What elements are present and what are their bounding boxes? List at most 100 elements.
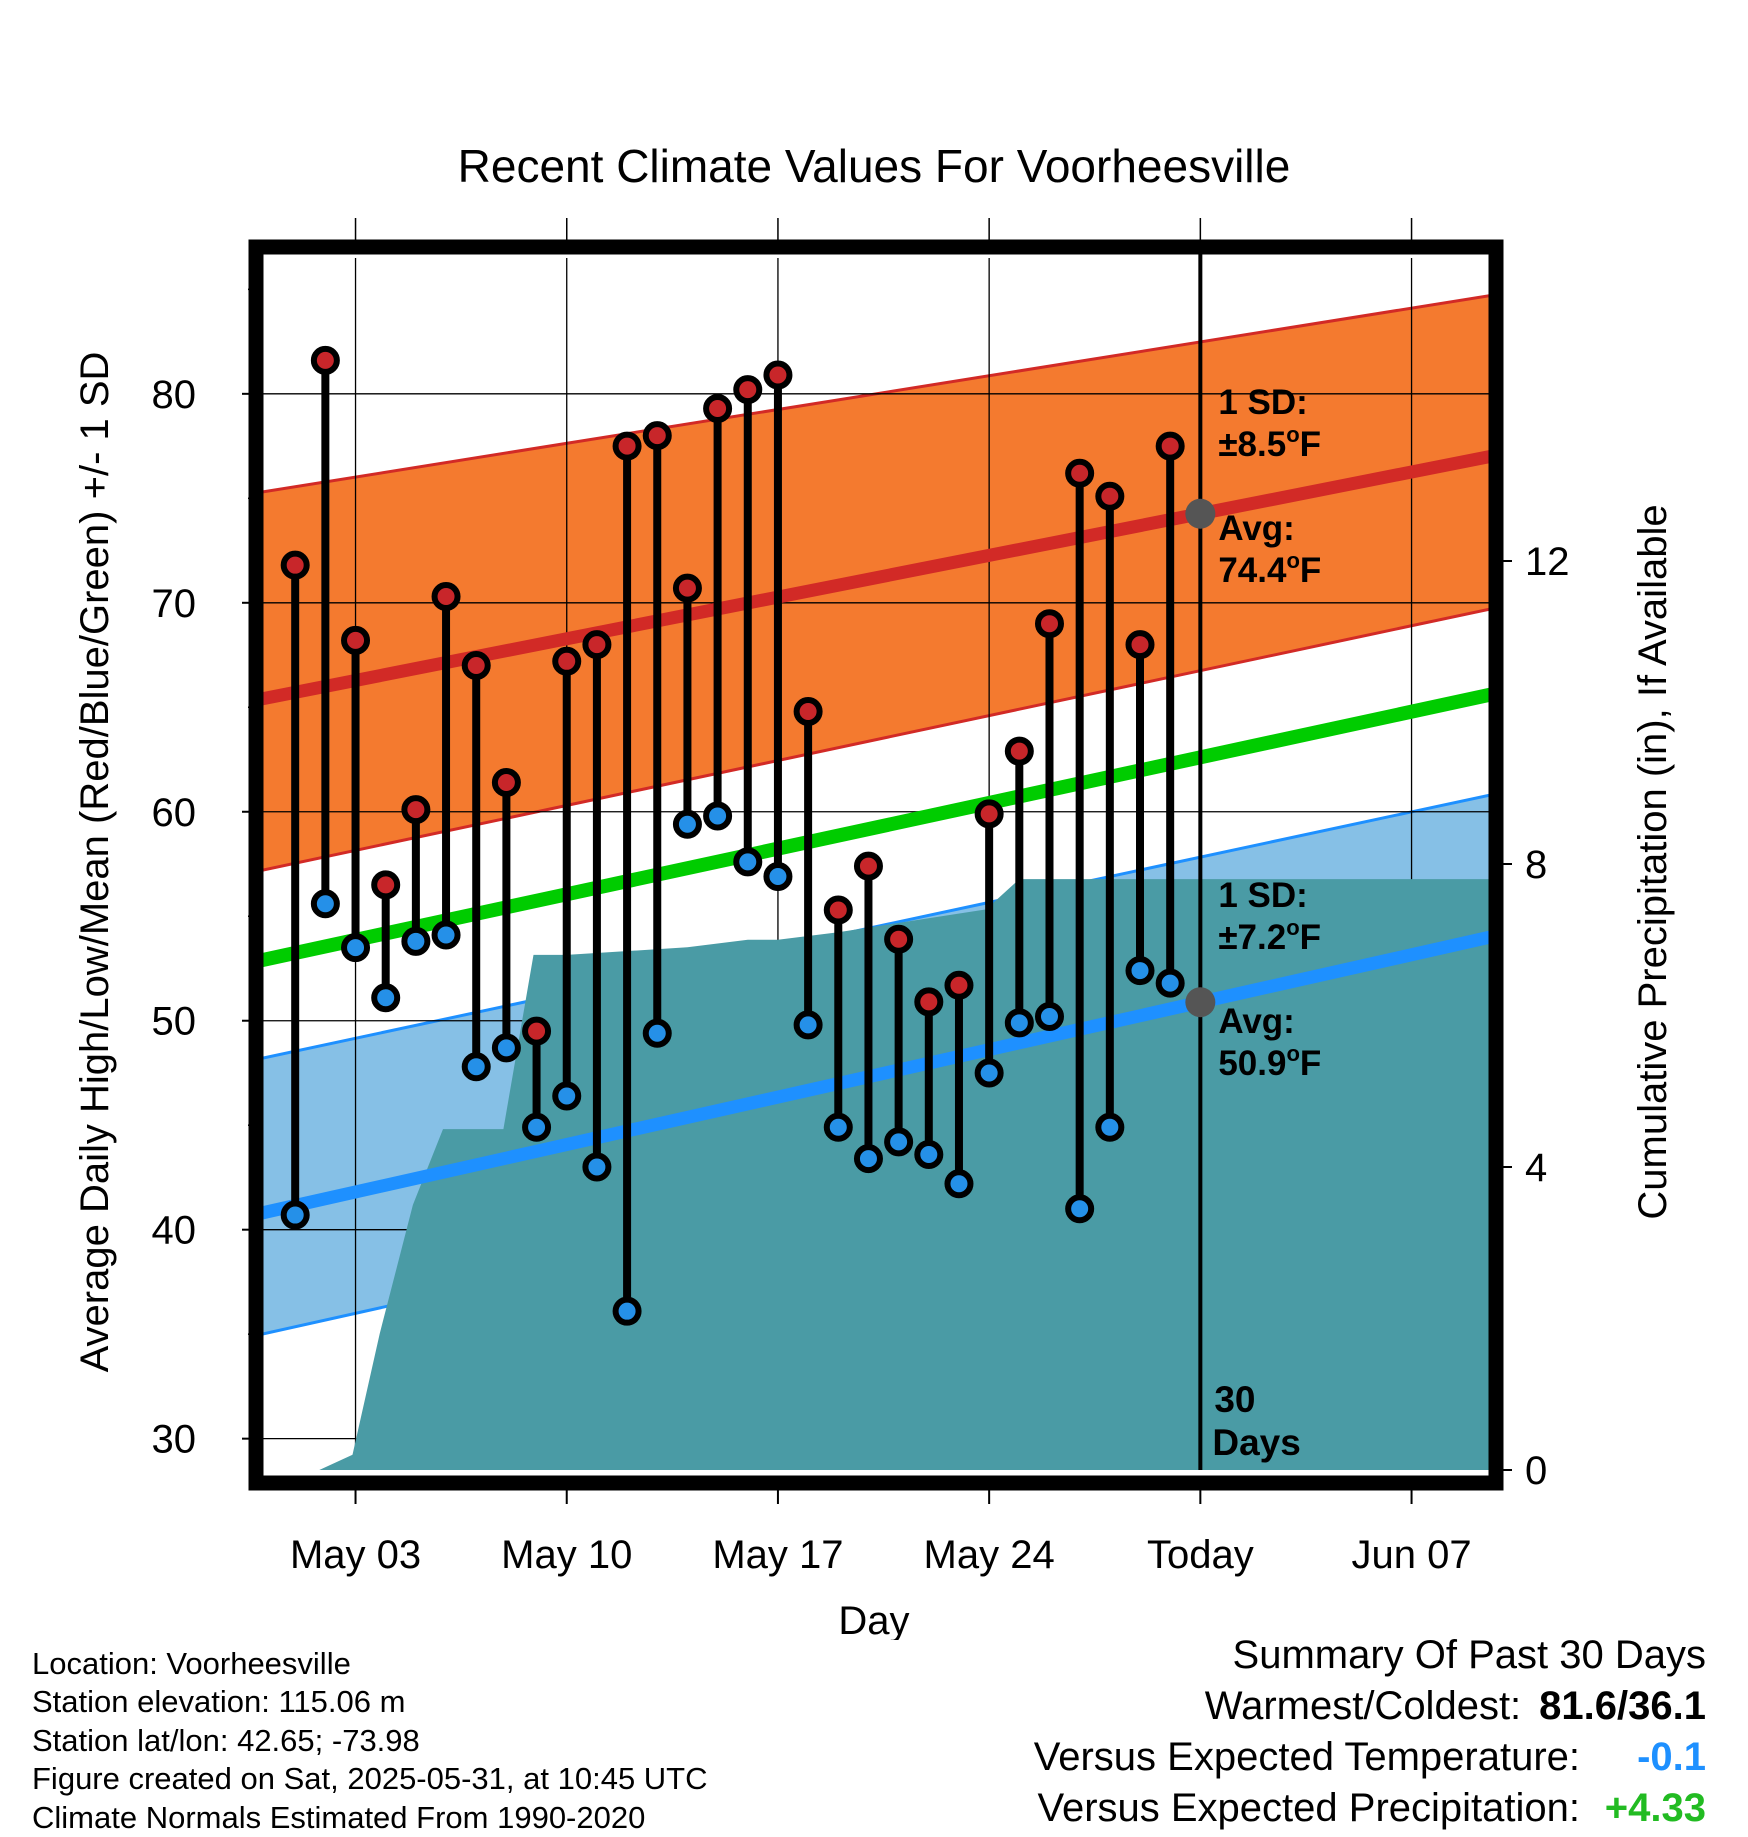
y-tick-label: 50 xyxy=(152,1000,197,1044)
axes: 30 40 50 60 70 80 0 4 8 12 May 03 May 10 May 17 May 2… xyxy=(152,218,1570,1577)
obs-high-point xyxy=(853,851,883,881)
obs-high-point xyxy=(401,795,431,825)
normal-low-line xyxy=(262,930,1490,1220)
temp-value: -0.1 xyxy=(1637,1735,1706,1779)
obs-low-point xyxy=(1004,1008,1034,1038)
y2-axis-label: Cumulative Precipitation (in), If Availa… xyxy=(1631,504,1675,1219)
summary-precip-row: Versus Expected Precipitation: +4.33 xyxy=(1034,1783,1706,1834)
obs-low-point xyxy=(853,1144,883,1174)
y2-tick-label: 8 xyxy=(1525,843,1547,887)
obs-high-point xyxy=(944,970,974,1000)
obs-low-point xyxy=(642,1018,672,1048)
obs-high-point xyxy=(763,360,793,390)
obs-high-point xyxy=(341,625,371,655)
obs-low-point xyxy=(1065,1194,1095,1224)
x-tick-label: May 10 xyxy=(501,1533,632,1577)
obs-high-point xyxy=(1095,481,1125,511)
temp-label: Versus Expected Temperature: xyxy=(1033,1735,1580,1779)
climate-chart: Recent Climate Values For Voorheesville … xyxy=(73,140,1675,1640)
obs-low-point xyxy=(1095,1112,1125,1142)
obs-low-point xyxy=(280,1200,310,1230)
obs-low-point xyxy=(1125,956,1155,986)
obs-high-point xyxy=(884,924,914,954)
high-avg-annotation-value: 74.4oF xyxy=(1218,548,1321,590)
obs-high-point xyxy=(672,573,702,603)
summary-warmest-row: Warmest/Coldest: 81.6/36.1 xyxy=(1034,1681,1706,1732)
observations xyxy=(280,345,1185,1326)
y-tick-label: 40 xyxy=(152,1209,197,1253)
obs-low-point xyxy=(491,1033,521,1063)
x-axis-label: Day xyxy=(838,1599,909,1640)
y2-tick-label: 4 xyxy=(1525,1146,1547,1190)
obs-low-point xyxy=(552,1081,582,1111)
obs-low-point xyxy=(733,847,763,877)
obs-low-point xyxy=(884,1127,914,1157)
obs-high-point xyxy=(793,696,823,726)
today-days-label: Days xyxy=(1212,1422,1300,1463)
obs-high-point xyxy=(642,421,672,451)
x-tick-label: May 17 xyxy=(712,1533,843,1577)
precip-value: +4.33 xyxy=(1604,1786,1706,1830)
precipitation-area xyxy=(319,879,1490,1470)
x-tick-label: May 24 xyxy=(924,1533,1055,1577)
obs-low-point xyxy=(823,1112,853,1142)
obs-low-point xyxy=(522,1112,552,1142)
obs-low-point xyxy=(582,1152,612,1182)
precip-label: Versus Expected Precipitation: xyxy=(1037,1786,1580,1830)
obs-high-point xyxy=(522,1016,552,1046)
today-days-count: 30 xyxy=(1214,1379,1255,1420)
created-text: Figure created on Sat, 2025-05-31, at 10… xyxy=(32,1761,708,1797)
latlon-text: Station lat/lon: 42.65; -73.98 xyxy=(32,1722,420,1758)
high-sd-annotation-value: ±8.5oF xyxy=(1218,422,1321,464)
warmest-value: 81.6/36.1 xyxy=(1539,1684,1706,1728)
high-sd-annotation-title: 1 SD: xyxy=(1218,383,1307,422)
obs-low-point xyxy=(974,1058,1004,1088)
today-low-dot xyxy=(1185,987,1216,1018)
obs-low-point xyxy=(612,1296,642,1326)
obs-low-point xyxy=(1034,1002,1064,1032)
x-tick-label: Today xyxy=(1147,1533,1254,1577)
obs-high-point xyxy=(974,799,1004,829)
obs-low-point xyxy=(401,926,431,956)
obs-high-point xyxy=(1004,736,1034,766)
obs-low-point xyxy=(763,862,793,892)
location-text: Location: Voorheesville xyxy=(32,1646,351,1681)
summary-title: Summary Of Past 30 Days xyxy=(1232,1633,1706,1677)
warmest-label: Warmest/Coldest: xyxy=(1204,1684,1522,1728)
obs-low-point xyxy=(944,1169,974,1199)
obs-high-point xyxy=(491,768,521,798)
obs-high-point xyxy=(371,870,401,900)
obs-high-point xyxy=(461,650,491,680)
obs-high-point xyxy=(280,550,310,580)
obs-low-point xyxy=(1155,968,1185,998)
obs-low-point xyxy=(703,801,733,831)
obs-high-point xyxy=(582,630,612,660)
obs-high-point xyxy=(914,987,944,1017)
obs-low-point xyxy=(914,1139,944,1169)
obs-low-point xyxy=(793,1010,823,1040)
obs-low-point xyxy=(461,1052,491,1082)
obs-high-point xyxy=(703,393,733,423)
precip-polygon xyxy=(319,879,1490,1470)
y2-tick-label: 0 xyxy=(1525,1449,1547,1493)
y-axis-label: Average Daily High/Low/Mean (Red/Blue/Gr… xyxy=(73,352,117,1373)
summary-temp-row: Versus Expected Temperature: -0.1 xyxy=(1034,1732,1706,1783)
obs-high-point xyxy=(552,646,582,676)
chart-title: Recent Climate Values For Voorheesville xyxy=(458,140,1291,192)
summary-panel: Summary Of Past 30 Days Warmest/Coldest:… xyxy=(1034,1630,1706,1834)
obs-high-point xyxy=(431,582,461,612)
station-info: Location: Voorheesville Station elevatio… xyxy=(32,1645,708,1837)
obs-high-point xyxy=(1034,609,1064,639)
obs-low-point xyxy=(431,920,461,950)
elevation-text: Station elevation: 115.06 m xyxy=(32,1684,406,1720)
low-avg-annotation-title: Avg: xyxy=(1218,1002,1294,1041)
low-sd-annotation-value: ±7.2oF xyxy=(1218,915,1321,957)
obs-high-point xyxy=(1065,458,1095,488)
obs-high-point xyxy=(1155,431,1185,461)
normal-mean-line xyxy=(262,687,1490,967)
low-avg-annotation-value: 50.9oF xyxy=(1218,1041,1321,1083)
y2-tick-label: 12 xyxy=(1525,540,1570,584)
today-high-dot xyxy=(1185,498,1216,529)
obs-high-point xyxy=(1125,630,1155,660)
